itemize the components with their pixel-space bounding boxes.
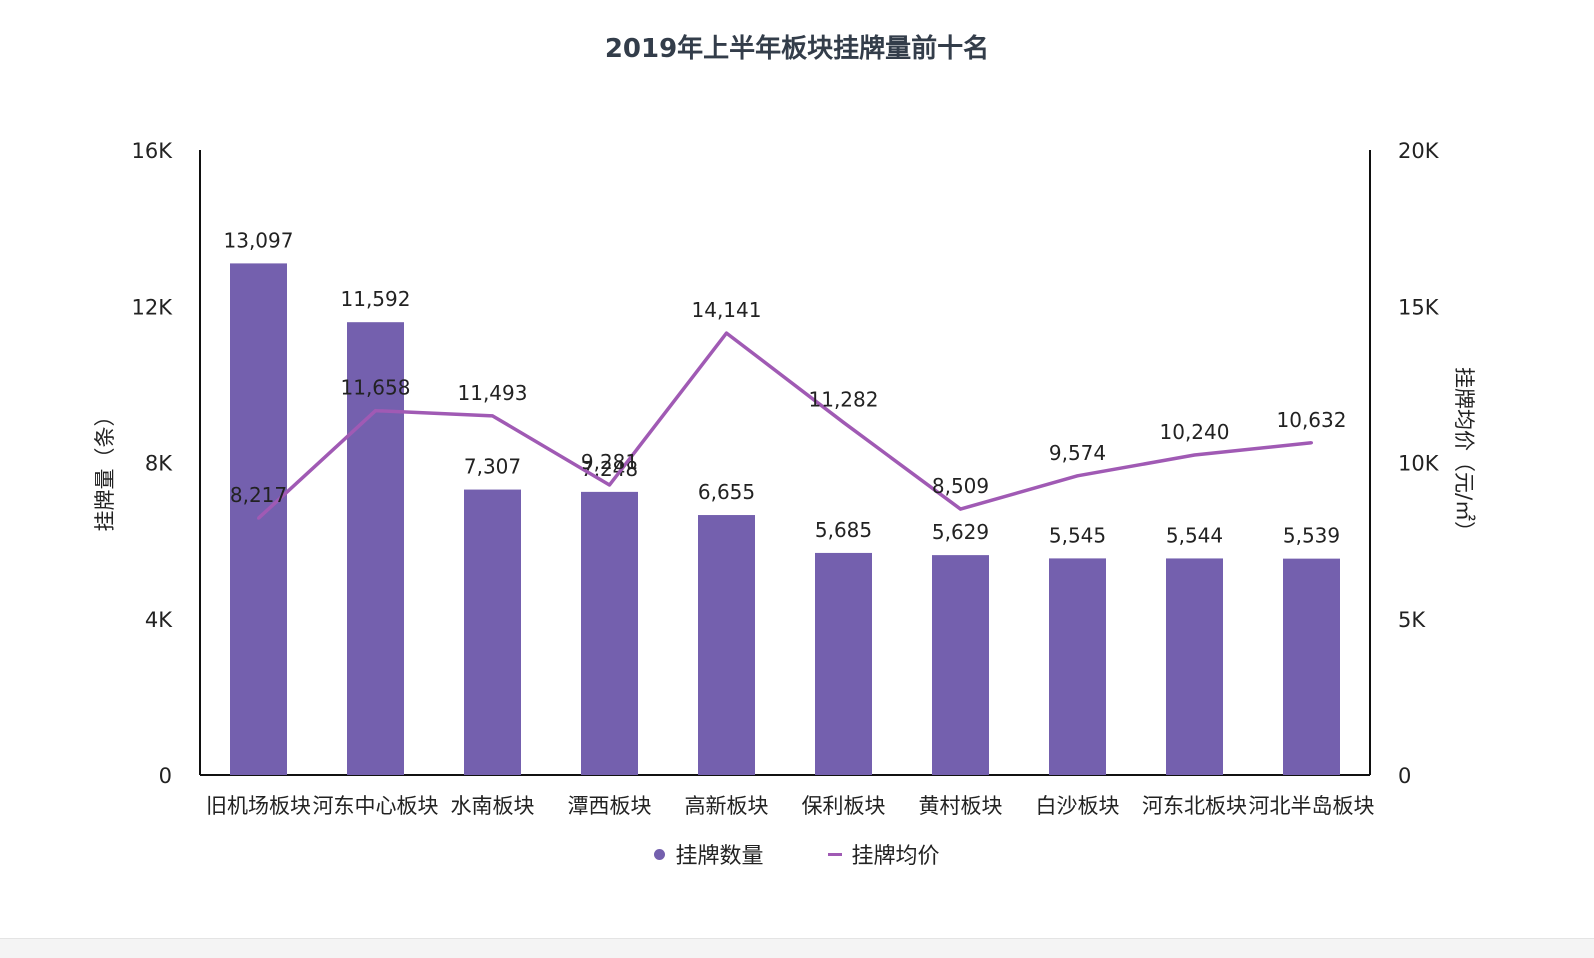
- line-point: [1076, 474, 1079, 478]
- x-category-label: 高新板块: [685, 794, 769, 818]
- x-category-label: 潭西板块: [568, 794, 652, 818]
- bar-data-label: 5,685: [815, 518, 872, 542]
- line-data-label: 8,217: [230, 483, 287, 507]
- x-category-label: 河东北板块: [1142, 794, 1247, 818]
- line-point: [725, 331, 728, 335]
- bar: [1166, 558, 1223, 775]
- bar-data-label: 13,097: [224, 228, 294, 252]
- line-point: [1193, 453, 1196, 457]
- y-tick-label: 0: [159, 764, 172, 788]
- x-category-label: 水南板块: [451, 794, 535, 818]
- line-point: [959, 507, 962, 511]
- y-tick-label: 12K: [132, 295, 174, 319]
- bar: [464, 489, 521, 775]
- bar-data-label: 5,545: [1049, 523, 1106, 547]
- line-data-label: 11,658: [341, 376, 411, 400]
- price-line: [257, 331, 1312, 520]
- bar: [581, 491, 638, 775]
- y2-axis-title: 挂牌均价（元/㎡）: [1452, 367, 1476, 542]
- bar-data-label: 11,592: [341, 287, 411, 311]
- y2-tick-label: 0: [1398, 764, 1411, 788]
- y-tick-label: 8K: [145, 452, 173, 476]
- legend-item-bars[interactable]: 挂牌数量: [654, 838, 764, 870]
- line-point: [1310, 441, 1313, 445]
- line-data-label: 11,493: [458, 381, 528, 405]
- line-data-label: 9,281: [581, 450, 638, 474]
- legend-bar-swatch: [654, 848, 666, 860]
- bar-data-label: 5,544: [1166, 523, 1223, 547]
- bar-data-label: 7,307: [464, 455, 521, 479]
- bar: [1283, 558, 1340, 775]
- x-category-label: 河东中心板块: [313, 794, 439, 818]
- line-point: [608, 483, 611, 487]
- y-tick-label: 16K: [132, 139, 174, 163]
- line-data-label: 8,509: [932, 474, 989, 498]
- y2-tick-label: 20K: [1398, 139, 1440, 163]
- legend-item-line[interactable]: 挂牌均价: [827, 838, 940, 870]
- line-data-label: 9,574: [1049, 441, 1106, 465]
- line-point: [257, 516, 260, 520]
- chart-title: 2019年上半年板块挂牌量前十名: [604, 34, 990, 64]
- y2-tick-label: 5K: [1398, 608, 1426, 632]
- y2-tick-label: 15K: [1398, 295, 1440, 319]
- line-data-label: 11,282: [809, 387, 879, 411]
- bar-data-label: 5,629: [932, 520, 989, 544]
- x-category-label: 黄村板块: [919, 794, 1003, 818]
- x-category-label: 河北半岛板块: [1249, 794, 1375, 818]
- bottom-divider: [0, 938, 1594, 958]
- line-data-label: 14,141: [692, 298, 762, 322]
- line-data-label: 10,632: [1277, 408, 1347, 432]
- x-category-label: 旧机场板块: [206, 794, 311, 818]
- y2-tick-label: 10K: [1398, 452, 1440, 476]
- bar-data-label: 6,655: [698, 480, 755, 504]
- legend-line-swatch: [827, 852, 842, 856]
- bar: [347, 322, 404, 775]
- bar: [815, 552, 872, 775]
- legend-bar-label: 挂牌数量: [675, 844, 764, 869]
- line-point: [491, 414, 494, 418]
- y-tick-label: 4K: [145, 608, 173, 632]
- line-data-label: 10,240: [1160, 420, 1230, 444]
- line-point: [374, 409, 377, 413]
- bar: [1049, 558, 1106, 775]
- bar: [932, 555, 989, 775]
- chart-legend: 挂牌数量 挂牌均价: [0, 838, 1594, 870]
- x-category-label: 保利板块: [802, 794, 886, 818]
- legend-line-label: 挂牌均价: [851, 844, 940, 869]
- x-category-label: 白沙板块: [1036, 794, 1120, 818]
- y-axis-title: 挂牌量（条）: [93, 406, 117, 532]
- bar: [698, 515, 755, 775]
- line-point: [842, 420, 845, 424]
- bar-data-label: 5,539: [1283, 524, 1340, 548]
